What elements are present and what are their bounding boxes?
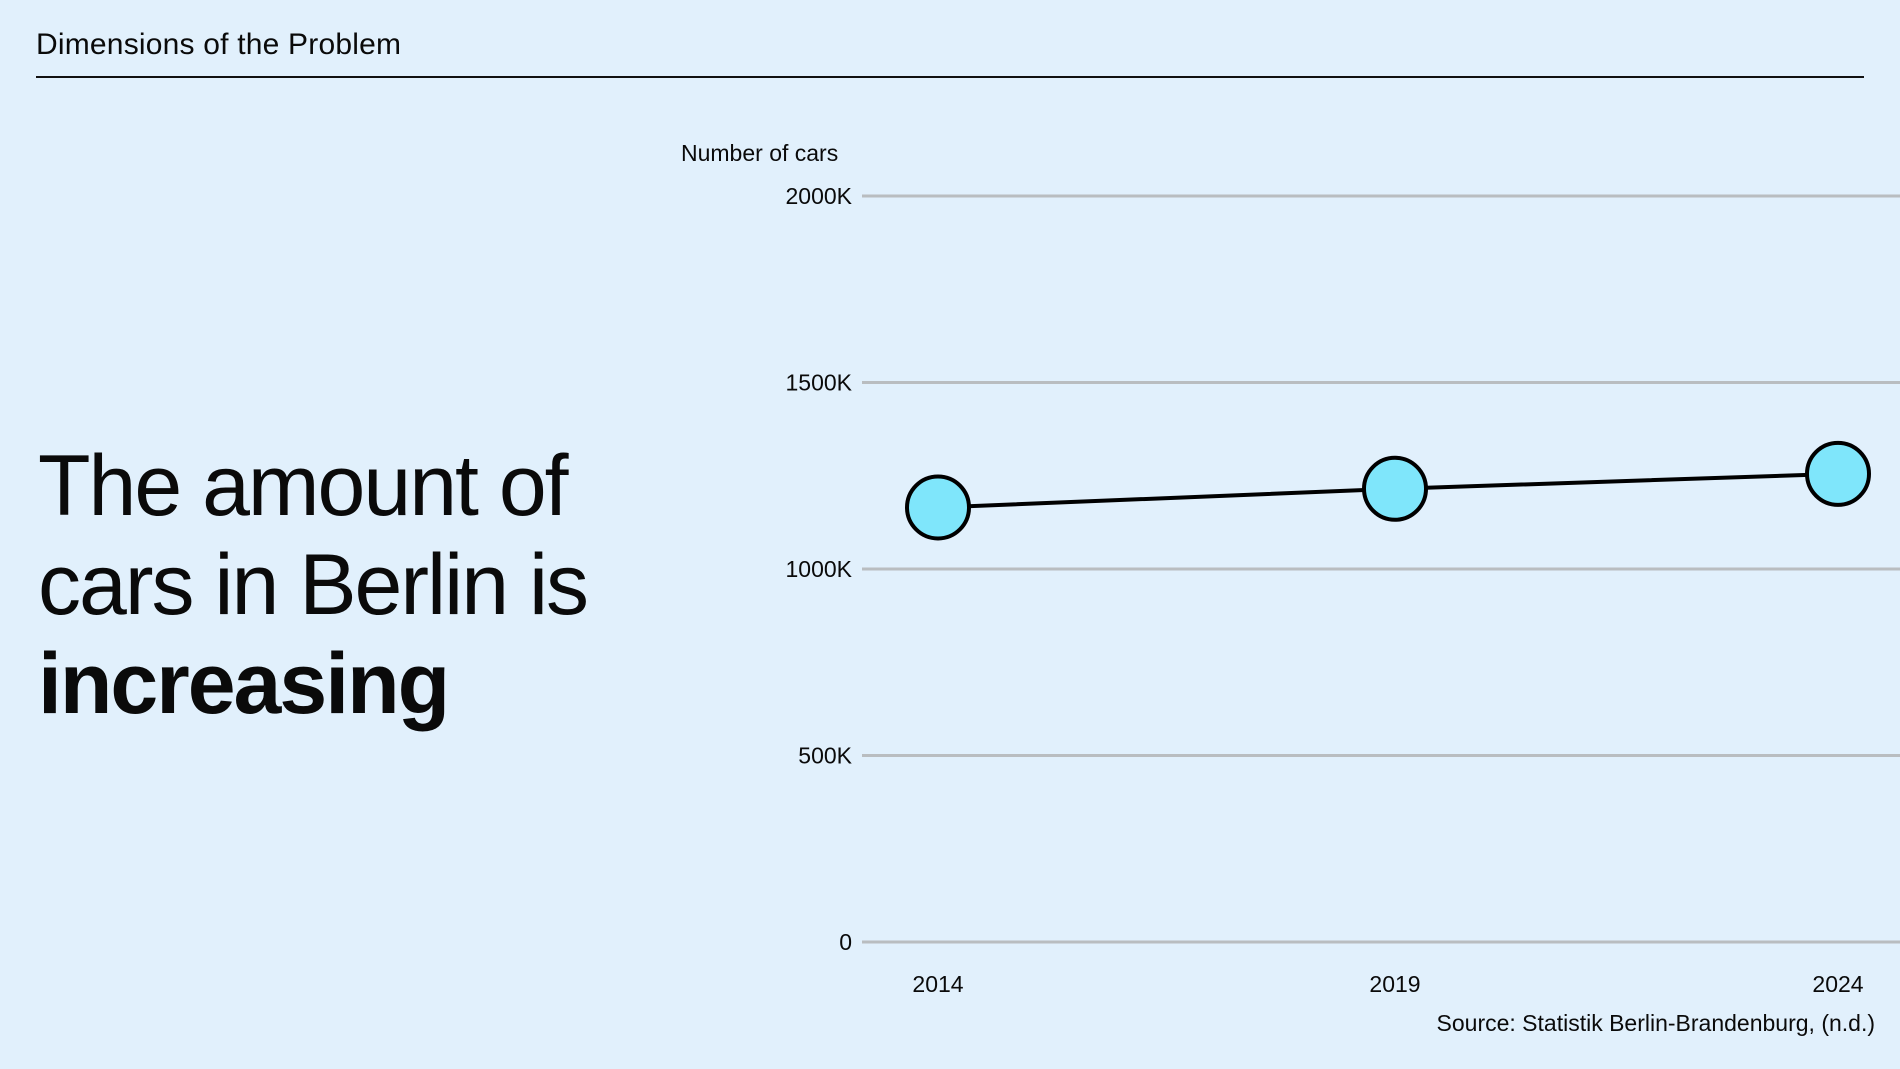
x-tick-label: 2019 [1369, 971, 1420, 997]
data-point [1805, 440, 1871, 507]
data-point [1362, 455, 1428, 522]
y-tick-label: 500K [798, 743, 852, 769]
y-tick-label: 1000K [785, 556, 852, 582]
y-tick-label: 0 [839, 929, 852, 955]
chart-grid [862, 194, 1900, 944]
headline: The amount of cars in Berlin is increasi… [38, 437, 678, 734]
y-tick-labels: 0 500K 1000K 1500K 2000K [785, 183, 852, 955]
data-point [905, 474, 971, 541]
y-tick-label: 1500K [785, 370, 852, 396]
x-tick-labels: 2014 2019 2024 [912, 971, 1863, 997]
header-divider [36, 76, 1864, 78]
chart-series [905, 440, 1871, 541]
x-tick-label: 2014 [912, 971, 963, 997]
y-tick-label: 2000K [785, 183, 852, 209]
headline-line-1: The amount of [38, 438, 569, 534]
section-title: Dimensions of the Problem [36, 28, 402, 61]
headline-line-2: cars in Berlin is [38, 537, 589, 633]
headline-emphasis: increasing [38, 636, 450, 732]
y-axis-label: Number of cars [681, 140, 838, 166]
source-note: Source: Statistik Berlin-Brandenburg, (n… [1436, 1010, 1875, 1036]
x-tick-label: 2024 [1812, 971, 1863, 997]
